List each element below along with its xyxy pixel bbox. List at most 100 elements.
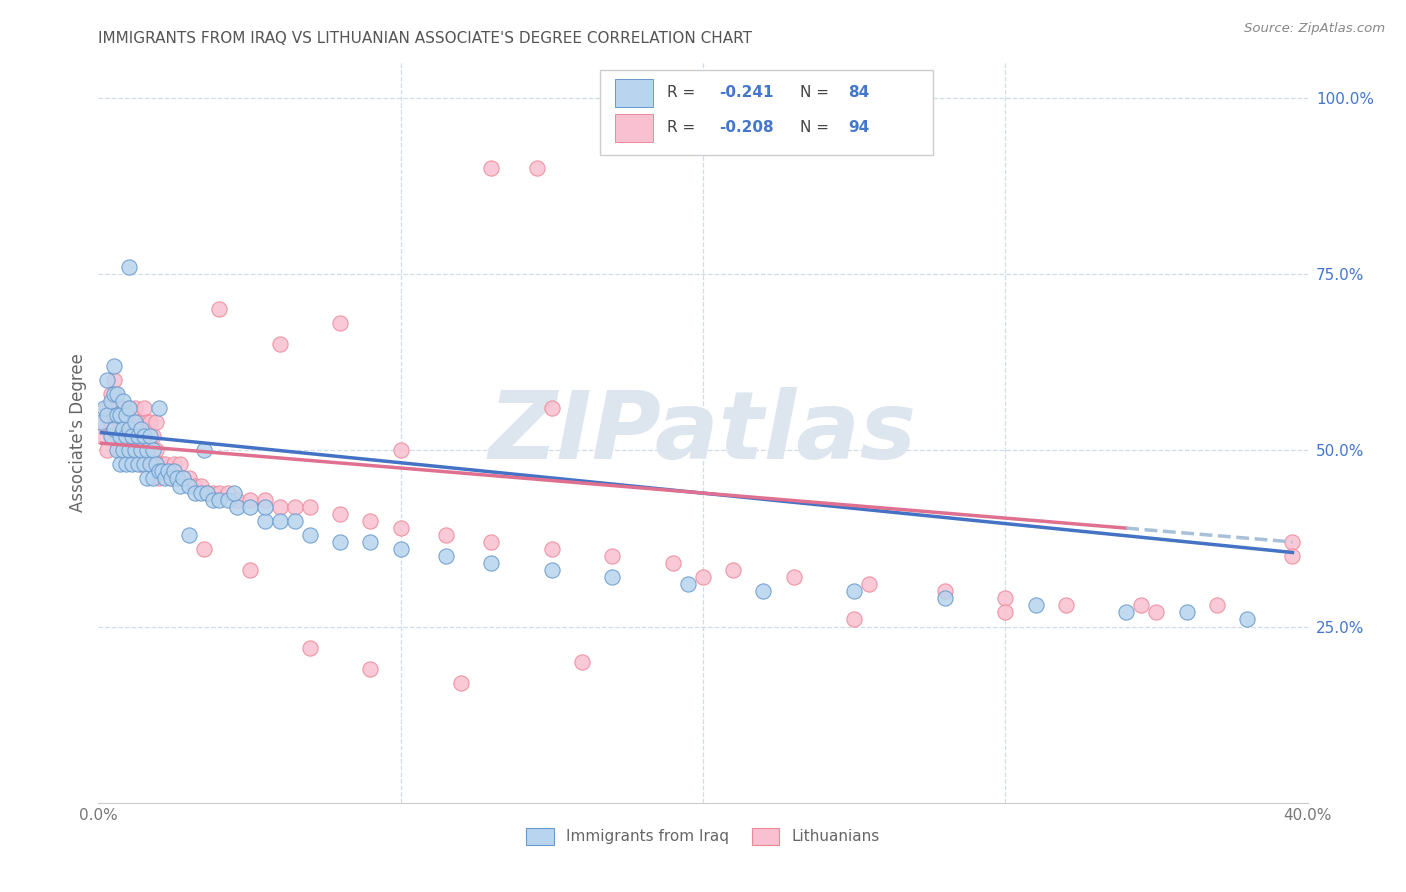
Point <box>169 458 191 472</box>
Point <box>239 492 262 507</box>
Point <box>1054 599 1077 613</box>
Point <box>132 429 155 443</box>
Point <box>135 415 157 429</box>
Text: N =: N = <box>800 86 834 100</box>
Point <box>96 443 118 458</box>
Point <box>135 443 157 458</box>
Point <box>139 429 162 443</box>
Point <box>1115 606 1137 620</box>
Point <box>481 161 503 176</box>
Point <box>179 528 201 542</box>
Point <box>139 443 162 458</box>
Point <box>179 471 201 485</box>
Point <box>284 500 307 514</box>
Point <box>142 429 165 443</box>
Point <box>202 485 225 500</box>
Text: -0.241: -0.241 <box>718 86 773 100</box>
Point <box>105 408 128 422</box>
Point <box>540 541 562 556</box>
Point <box>108 408 131 422</box>
Point <box>360 535 382 549</box>
Text: Source: ZipAtlas.com: Source: ZipAtlas.com <box>1244 22 1385 36</box>
Point <box>166 471 188 485</box>
Point <box>108 429 131 443</box>
Point <box>994 606 1017 620</box>
Point <box>135 471 157 485</box>
Point <box>100 387 122 401</box>
Point <box>163 464 186 478</box>
Point <box>105 443 128 458</box>
Point <box>208 492 231 507</box>
Point <box>108 458 131 472</box>
Point <box>114 443 136 458</box>
Point <box>145 458 167 472</box>
Text: IMMIGRANTS FROM IRAQ VS LITHUANIAN ASSOCIATE'S DEGREE CORRELATION CHART: IMMIGRANTS FROM IRAQ VS LITHUANIAN ASSOC… <box>98 31 752 46</box>
Point <box>111 429 134 443</box>
Text: -0.208: -0.208 <box>718 120 773 135</box>
Point <box>114 458 136 472</box>
Point <box>360 514 382 528</box>
Point <box>148 471 170 485</box>
Text: 94: 94 <box>848 120 869 135</box>
Point <box>129 422 152 436</box>
Point <box>299 500 322 514</box>
Point <box>114 408 136 422</box>
Point <box>526 161 548 176</box>
Point <box>269 500 291 514</box>
Point <box>108 415 131 429</box>
Point <box>193 443 215 458</box>
Point <box>160 471 183 485</box>
Point <box>156 464 179 478</box>
Point <box>118 401 141 415</box>
Point <box>360 662 382 676</box>
Point <box>1175 606 1198 620</box>
Point <box>253 500 276 514</box>
Point <box>118 260 141 274</box>
Point <box>108 443 131 458</box>
Point <box>1144 606 1167 620</box>
Point <box>124 401 146 415</box>
Point <box>195 485 218 500</box>
Text: R =: R = <box>666 120 700 135</box>
Point <box>100 393 122 408</box>
Point <box>208 302 231 317</box>
Point <box>934 584 956 599</box>
Point <box>105 387 128 401</box>
Point <box>329 535 352 549</box>
Point <box>121 429 143 443</box>
Point <box>602 570 624 584</box>
Point <box>208 485 231 500</box>
Point <box>100 429 122 443</box>
Point <box>540 563 562 577</box>
Point <box>135 443 157 458</box>
Point <box>103 408 125 422</box>
Point <box>1130 599 1153 613</box>
Point <box>150 458 173 472</box>
Point <box>142 471 165 485</box>
Point <box>661 556 683 570</box>
Point <box>105 429 128 443</box>
Point <box>127 443 149 458</box>
Point <box>217 492 239 507</box>
Point <box>602 549 624 563</box>
Point <box>90 415 112 429</box>
Point <box>124 443 146 458</box>
Point <box>118 429 141 443</box>
Point <box>96 401 118 415</box>
Point <box>202 492 225 507</box>
Point <box>190 485 212 500</box>
Point <box>253 514 276 528</box>
Text: ZIPatlas: ZIPatlas <box>489 386 917 479</box>
Point <box>124 415 146 429</box>
Point <box>481 556 503 570</box>
Point <box>163 458 186 472</box>
Point <box>103 359 125 373</box>
Point <box>129 429 152 443</box>
Point <box>389 521 412 535</box>
Point <box>145 443 167 458</box>
Point <box>284 514 307 528</box>
Point <box>1206 599 1229 613</box>
Point <box>96 408 118 422</box>
Point <box>540 401 562 415</box>
Point <box>994 591 1017 606</box>
